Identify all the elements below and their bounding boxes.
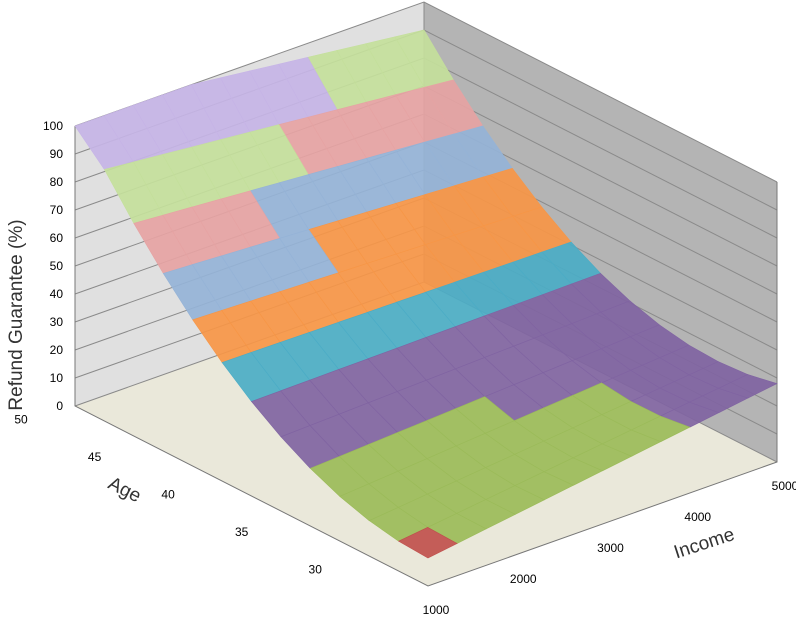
- z-tick-label: 30: [50, 315, 64, 329]
- surface-patch: [397, 526, 458, 559]
- z-tick-label: 40: [50, 287, 64, 301]
- x-tick-label: 4000: [684, 510, 711, 524]
- y-tick-label: 40: [161, 488, 175, 502]
- z-axis-title: Refund Guarantee (%): [6, 219, 27, 410]
- y-tick-label: 35: [235, 525, 249, 539]
- z-tick-label: 20: [50, 343, 64, 357]
- x-tick-label: 2000: [510, 572, 537, 586]
- z-tick-label: 60: [50, 231, 64, 245]
- y-tick-label: 50: [14, 413, 28, 427]
- x-tick-label: 5000: [772, 479, 796, 493]
- y-tick-label: 30: [309, 563, 323, 577]
- x-tick-label: 3000: [597, 541, 624, 555]
- z-tick-label: 100: [43, 119, 63, 133]
- y-tick-label: 45: [88, 450, 102, 464]
- z-tick-label: 70: [50, 203, 64, 217]
- y-axis-title: Age: [105, 473, 145, 507]
- z-tick-label: 0: [56, 399, 63, 413]
- z-tick-label: 90: [50, 147, 64, 161]
- surface-plot: [74, 29, 778, 559]
- axis-frame: [74, 126, 778, 587]
- z-tick-label: 80: [50, 175, 64, 189]
- x-axis-title: Income: [671, 524, 737, 563]
- z-tick-label: 50: [50, 259, 64, 273]
- z-tick-label: 10: [50, 371, 64, 385]
- tick-labels: 0 10 20 30 40 50 60 70 80 90 100 1000 2000 3000 4000 50…: [14, 119, 796, 617]
- x-tick-label: 1000: [423, 603, 450, 617]
